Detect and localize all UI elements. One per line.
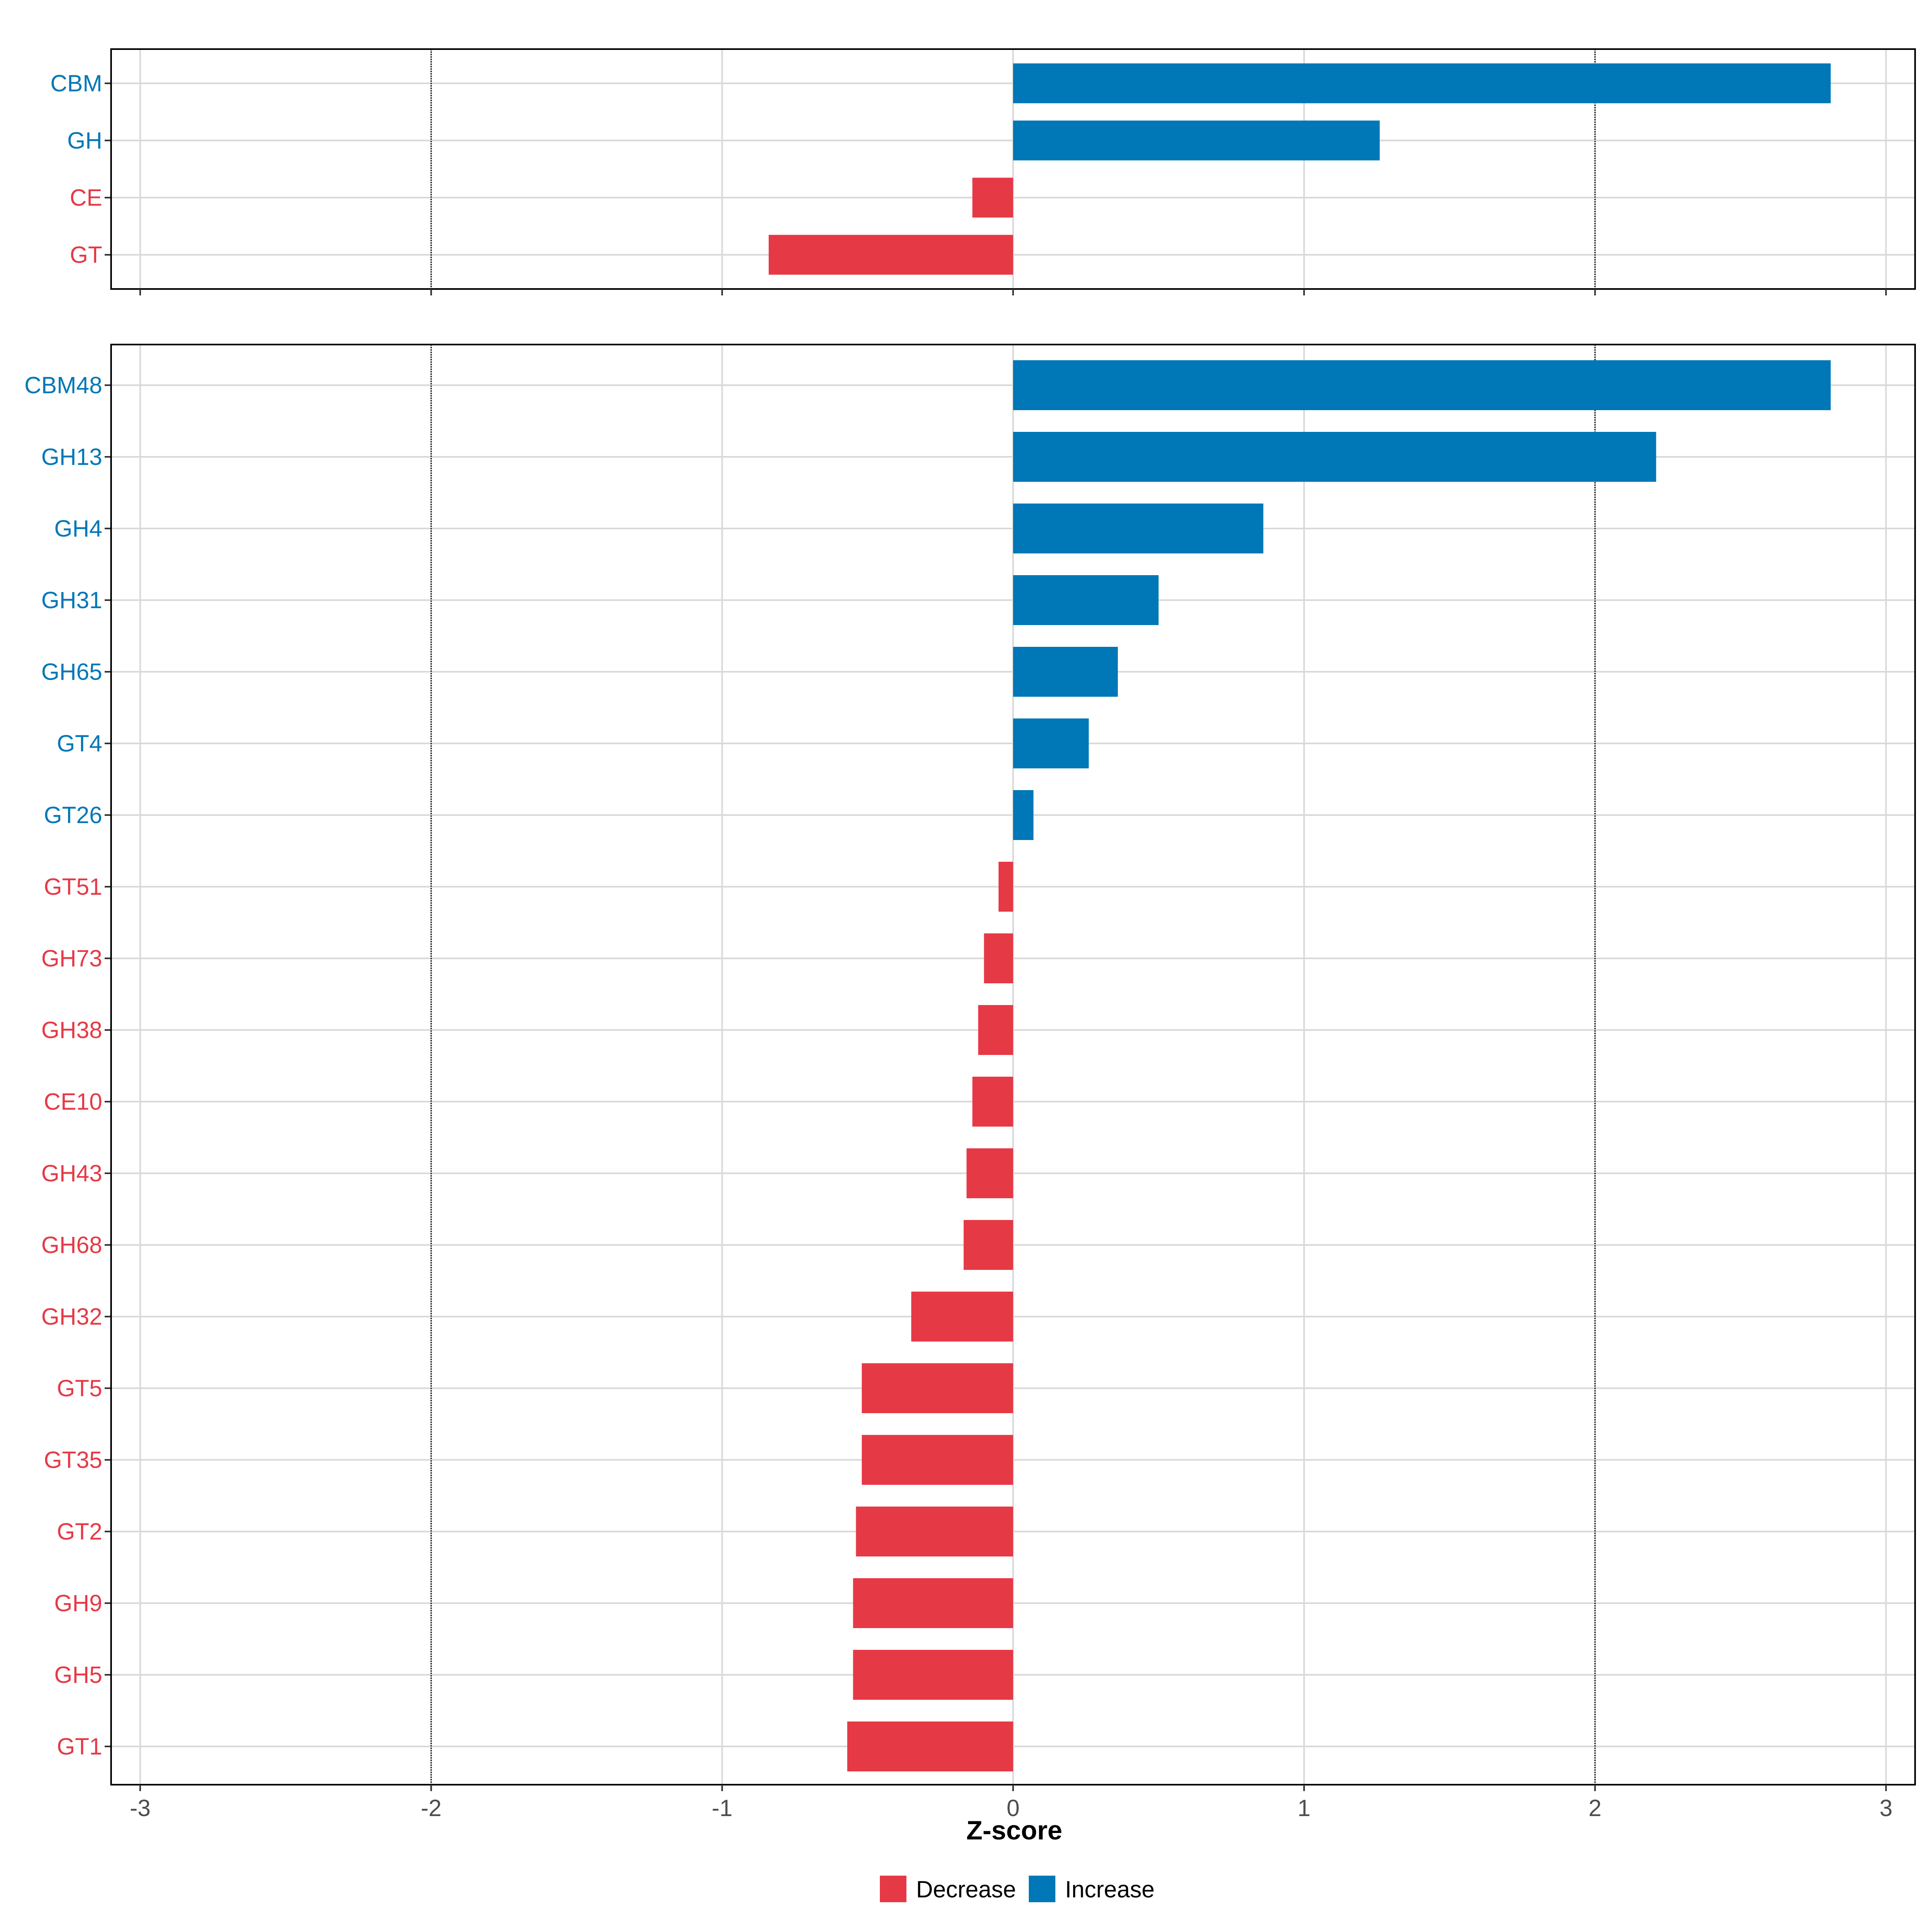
bar-gt xyxy=(768,235,1013,275)
bar-gh32 xyxy=(911,1292,1013,1342)
legend-swatch-increase xyxy=(1029,1876,1055,1902)
category-label-gh4: GH4 xyxy=(54,516,102,542)
category-label-gt51: GT51 xyxy=(44,874,102,900)
bar-gh43 xyxy=(966,1148,1013,1198)
legend: Decrease Increase xyxy=(880,1876,1154,1903)
bar-gh73 xyxy=(984,933,1013,983)
bar-gh31 xyxy=(1013,575,1159,625)
category-label-gt26: GT26 xyxy=(44,802,102,828)
bar-gt2 xyxy=(856,1507,1013,1556)
bar-gh5 xyxy=(853,1650,1013,1700)
legend-label-increase: Increase xyxy=(1065,1876,1154,1903)
category-label-gh65: GH65 xyxy=(41,659,102,685)
x-tick-label: 2 xyxy=(1589,1795,1602,1821)
category-label-gh9: GH9 xyxy=(54,1590,102,1616)
bar-ce10 xyxy=(972,1077,1013,1127)
category-label-gh38: GH38 xyxy=(41,1017,102,1043)
x-tick-label: -2 xyxy=(421,1795,442,1821)
bar-gh38 xyxy=(978,1005,1013,1055)
bar-ce xyxy=(972,178,1013,218)
category-label-gt35: GT35 xyxy=(44,1447,102,1473)
bar-gt51 xyxy=(998,862,1013,912)
bar-cbm xyxy=(1013,63,1831,103)
bar-gh xyxy=(1013,120,1380,161)
category-label-gt2: GT2 xyxy=(57,1519,102,1545)
x-axis: -3 -2 -1 0 1 2 3 xyxy=(130,1795,1893,1821)
bar-cbm48 xyxy=(1013,360,1831,410)
bar-gt1 xyxy=(847,1721,1013,1771)
category-label-gh73: GH73 xyxy=(41,945,102,972)
category-label-gh: GH xyxy=(67,128,102,154)
x-tick-label: 0 xyxy=(1007,1795,1020,1821)
category-label-cbm: CBM xyxy=(50,70,102,97)
category-label-gh32: GH32 xyxy=(41,1304,102,1330)
bar-gh68 xyxy=(964,1220,1013,1270)
category-label-cbm48: CBM48 xyxy=(25,372,102,398)
category-label-ce10: CE10 xyxy=(44,1089,102,1115)
category-label-ce: CE xyxy=(70,185,102,211)
x-tick-label: -1 xyxy=(712,1795,733,1821)
category-label-gh31: GH31 xyxy=(41,587,102,613)
category-label-gh13: GH13 xyxy=(41,444,102,470)
top-panel: CBM GH CE GT xyxy=(50,48,1916,295)
x-axis-title: Z-score xyxy=(966,1815,1062,1845)
category-label-gh5: GH5 xyxy=(54,1662,102,1688)
x-tick-label: -3 xyxy=(130,1795,151,1821)
legend-swatch-decrease xyxy=(880,1876,906,1902)
category-label-gh68: GH68 xyxy=(41,1232,102,1258)
category-label-gt: GT xyxy=(70,242,102,268)
x-tick-label: 1 xyxy=(1298,1795,1311,1821)
bar-gt4 xyxy=(1013,718,1089,768)
bar-gh13 xyxy=(1013,432,1656,482)
category-label-gh43: GH43 xyxy=(41,1160,102,1187)
bar-gt5 xyxy=(862,1363,1013,1413)
bar-gh65 xyxy=(1013,647,1118,697)
category-label-gt4: GT4 xyxy=(57,731,102,757)
bar-gh4 xyxy=(1013,504,1263,553)
category-label-gt5: GT5 xyxy=(57,1375,102,1402)
bottom-panel: CBM48 GH13 GH4 GH31 GH65 GT4 GT26 GT51 GH73 GH38 C… xyxy=(25,344,1916,1791)
bar-gt26 xyxy=(1013,790,1034,840)
x-tick-label: 3 xyxy=(1880,1795,1893,1821)
category-label-gt1: GT1 xyxy=(57,1734,102,1760)
legend-label-decrease: Decrease xyxy=(916,1876,1016,1903)
bar-gh9 xyxy=(853,1578,1013,1628)
bar-gt35 xyxy=(862,1435,1013,1485)
